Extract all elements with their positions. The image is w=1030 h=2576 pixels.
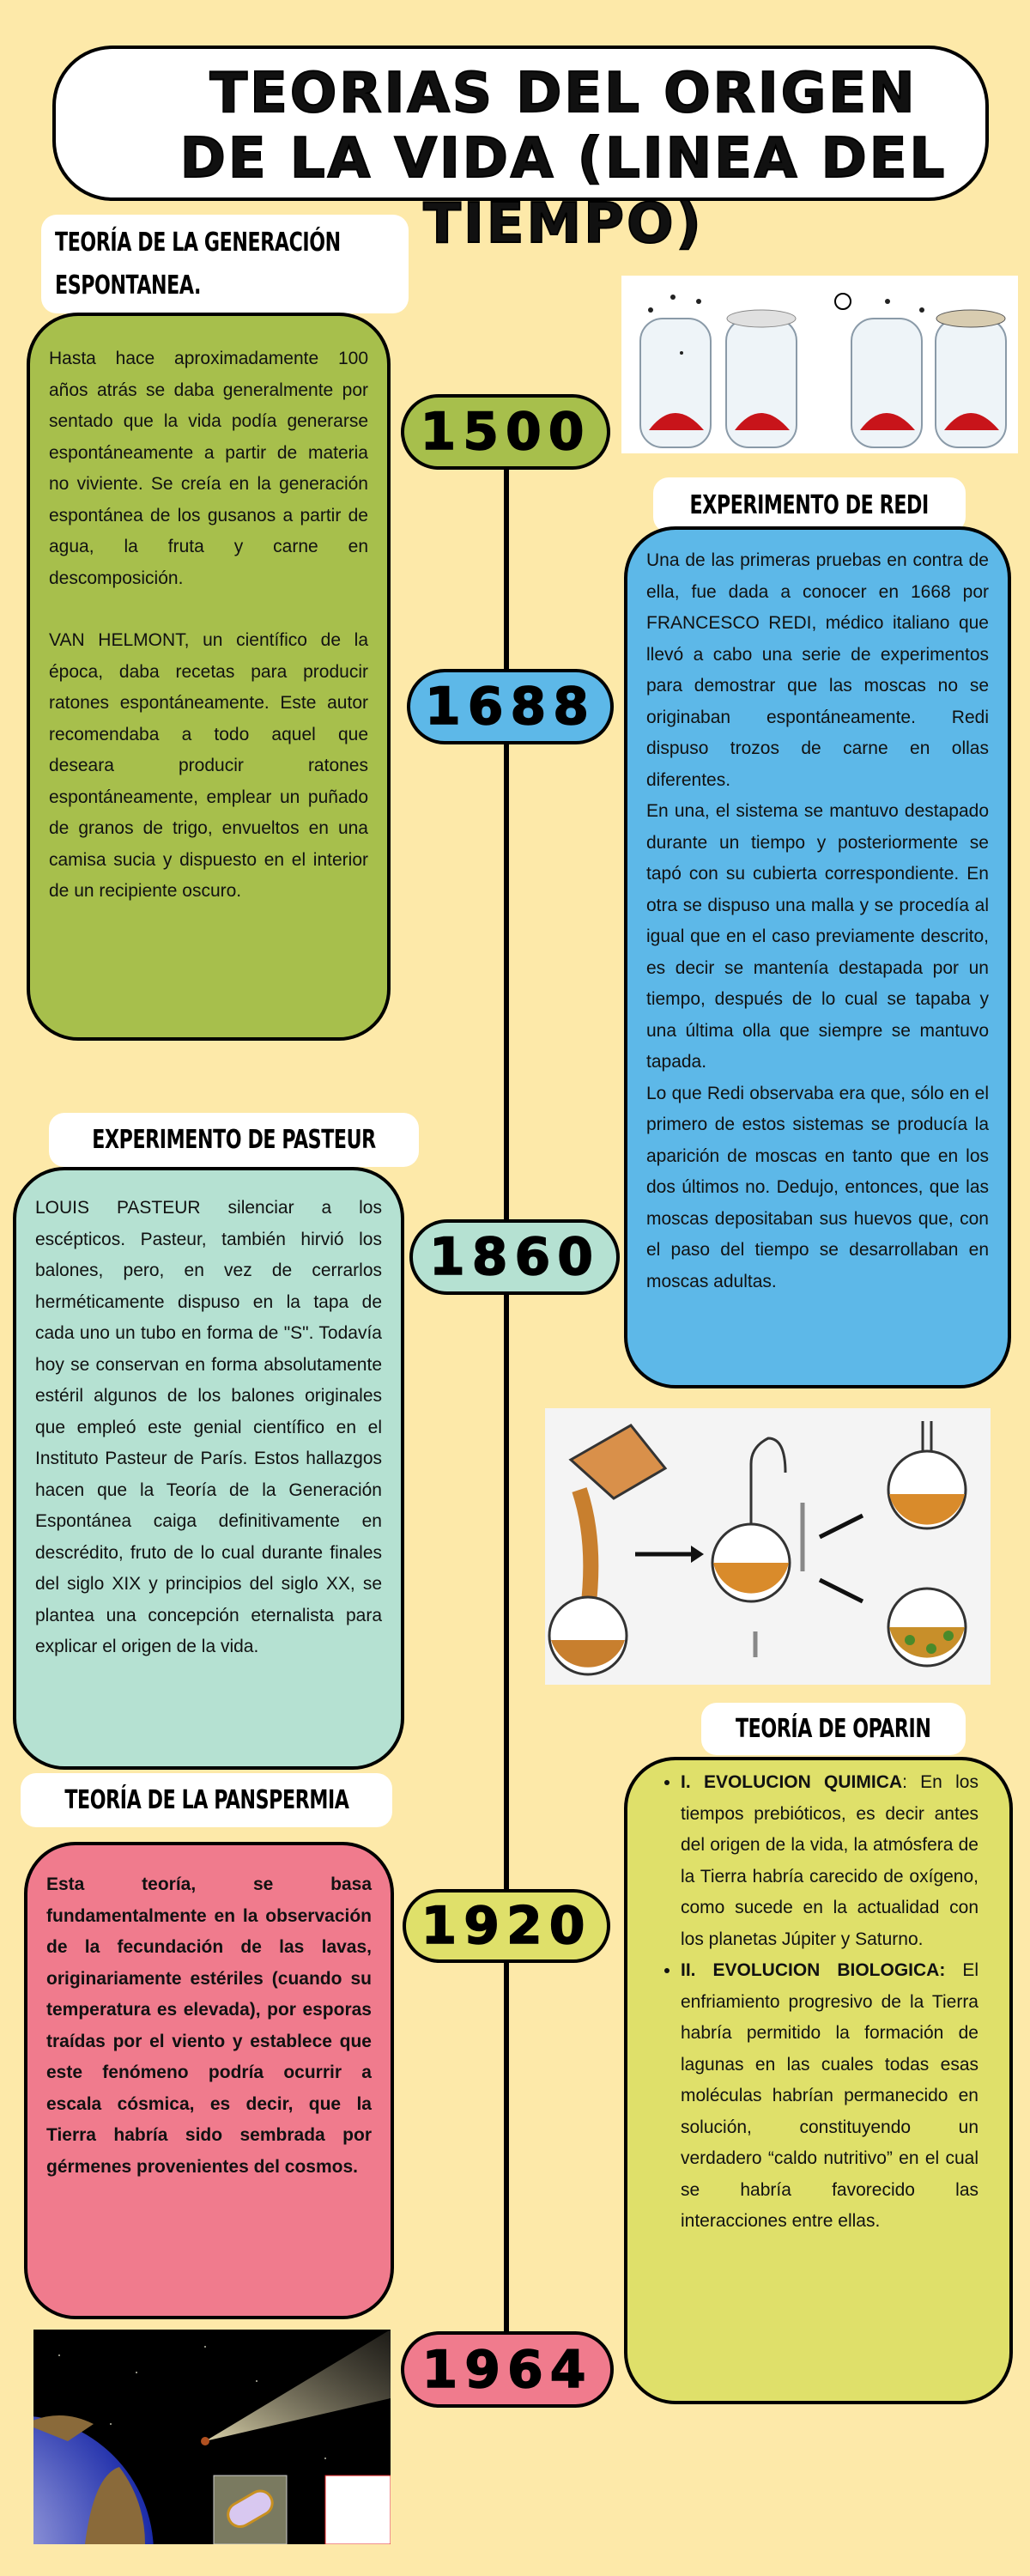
item-heading: II. EVOLUCION BIOLOGICA:: [681, 1960, 946, 1980]
list-item: II. EVOLUCION BIOLOGICA: El enfriamiento…: [681, 1955, 978, 2238]
page-title: TEORIAS DEL ORIGEN DE LA VIDA (LINEA DEL…: [179, 61, 948, 257]
year-1500: 1500: [401, 394, 610, 470]
label-experimento-redi: EXPERIMENTO DE REDI: [653, 477, 966, 532]
paragraph: En una, el sistema se mantuvo destapado …: [646, 801, 989, 1072]
label-experimento-pasteur: EXPERIMENTO DE PASTEUR: [49, 1113, 419, 1167]
paragraph: Lo que Redi observaba era que, sólo en e…: [646, 1083, 989, 1291]
label-generacion-espontanea: TEORÍA DE LA GENERACIÓN ESPONTANEA.: [41, 215, 409, 313]
paragraph: VAN HELMONT, un científico de la época, …: [49, 630, 368, 901]
label-teoria-oparin: TEORÍA DE OPARIN: [701, 1703, 966, 1755]
label-text: TEORÍA DE LA GENERACIÓN ESPONTANEA.: [55, 227, 341, 301]
year-1860: 1860: [409, 1219, 620, 1295]
label-text: TEORÍA DE OPARIN: [736, 1714, 931, 1744]
paragraph: Esta teoría, se basa fundamentalmente en…: [46, 1874, 372, 2177]
list-item: I. EVOLUCION QUIMICA: En los tiempos pre…: [681, 1767, 978, 1955]
oparin-list: I. EVOLUCION QUIMICA: En los tiempos pre…: [639, 1767, 978, 2238]
year-1920: 1920: [403, 1889, 610, 1963]
oparin-text-box: I. EVOLUCION QUIMICA: En los tiempos pre…: [624, 1757, 1013, 2404]
year-1688: 1688: [407, 669, 614, 744]
label-text: EXPERIMENTO DE REDI: [689, 489, 930, 520]
label-text: EXPERIMENTO DE PASTEUR: [92, 1125, 376, 1155]
panspermia-text-box: Esta teoría, se basa fundamentalmente en…: [24, 1842, 394, 2319]
item-heading: I. EVOLUCION QUIMICA: [681, 1772, 903, 1792]
item-text: : En los tiempos prebióticos, es decir a…: [681, 1772, 978, 1949]
redi-text-box: Una de las primeras pruebas en contra de…: [624, 526, 1011, 1388]
paragraph: Una de las primeras pruebas en contra de…: [646, 550, 989, 790]
pasteur-text-box: LOUIS PASTEUR silenciar a los escépticos…: [13, 1167, 404, 1770]
item-text: El enfriamiento progresivo de la Tierra …: [681, 1960, 978, 2231]
panspermia-image: [33, 2330, 391, 2544]
generacion-text-box: Hasta hace aproximadamente 100 años atrá…: [27, 313, 391, 1041]
label-teoria-panspermia: TEORÍA DE LA PANSPERMIA: [21, 1773, 392, 1827]
label-text: TEORÍA DE LA PANSPERMIA: [64, 1785, 349, 1815]
pasteur-flasks-image: [545, 1408, 991, 1685]
year-1964: 1964: [401, 2331, 614, 2408]
title-banner: TEORIAS DEL ORIGEN DE LA VIDA (LINEA DEL…: [52, 46, 989, 257]
paragraph: LOUIS PASTEUR silenciar a los escépticos…: [35, 1198, 382, 1656]
paragraph: Hasta hace aproximadamente 100 años atrá…: [49, 349, 368, 588]
redi-jars-image: [621, 276, 1018, 453]
timeline-line: [504, 464, 509, 2336]
